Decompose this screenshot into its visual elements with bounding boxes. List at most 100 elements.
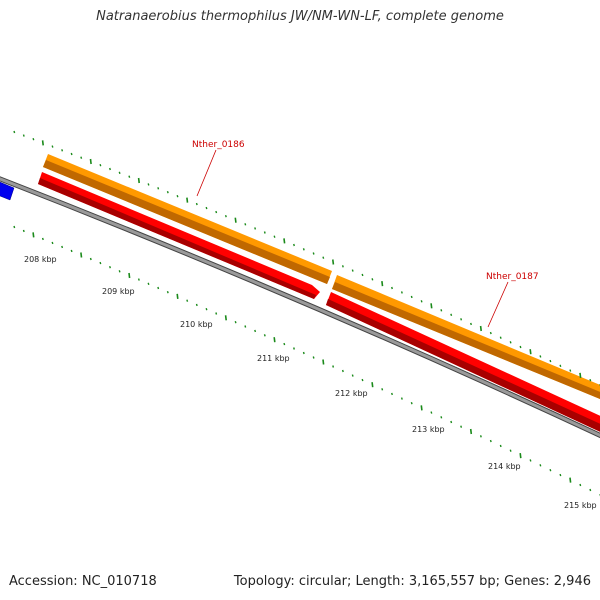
major-tick <box>41 140 44 146</box>
minor-tick <box>157 187 160 190</box>
major-tick <box>579 372 582 378</box>
cds-feature-nther-0187[interactable] <box>326 292 600 434</box>
major-tick <box>176 293 179 299</box>
minor-tick <box>410 401 413 405</box>
cds-feature-nther-0186[interactable] <box>38 172 320 299</box>
minor-tick <box>176 194 179 198</box>
gene-fragment-left[interactable] <box>0 180 15 201</box>
gene-label-nther-0187[interactable]: Nther_0187 <box>486 272 539 328</box>
minor-tick <box>569 369 572 372</box>
genome-summary: Topology: circular; Length: 3,165,557 bp… <box>233 574 591 589</box>
minor-tick <box>147 183 150 186</box>
minor-tick <box>371 278 374 281</box>
minor-tick <box>293 243 295 247</box>
minor-tick <box>302 248 305 251</box>
accession-info: Accession: NC_010718 <box>9 574 157 589</box>
minor-tick <box>99 261 102 265</box>
minor-tick <box>80 156 83 159</box>
minor-tick <box>341 265 344 268</box>
minor-tick <box>205 206 208 210</box>
minor-tick <box>312 356 315 359</box>
minor-tick <box>312 252 315 255</box>
ruler-label: 214 kbp <box>488 462 521 471</box>
minor-tick <box>489 331 492 335</box>
major-tick <box>529 349 532 355</box>
minor-tick <box>410 295 413 299</box>
minor-tick <box>109 265 111 269</box>
minor-tick <box>99 163 102 167</box>
minor-tick <box>22 229 25 233</box>
minor-tick <box>244 325 247 328</box>
major-tick <box>186 197 189 203</box>
minor-tick <box>559 473 562 477</box>
minor-tick <box>460 318 463 321</box>
gene-feature-nther-0187[interactable] <box>332 275 600 401</box>
svg-text:Nther_0187: Nther_0187 <box>486 272 539 282</box>
ruler-label: 212 kbp <box>335 389 368 398</box>
major-tick <box>371 382 374 388</box>
minor-tick <box>254 329 257 333</box>
ruler-label: 215 kbp <box>564 501 597 510</box>
minor-tick <box>137 278 140 281</box>
minor-tick <box>263 231 266 234</box>
minor-tick <box>509 341 512 344</box>
gene-feature-nther-0186[interactable] <box>43 154 332 284</box>
minor-tick <box>381 388 384 391</box>
minor-tick <box>499 336 502 339</box>
backbone <box>0 176 600 439</box>
minor-tick <box>128 175 131 178</box>
outer-tick-ring <box>13 130 600 387</box>
minor-tick <box>351 374 354 377</box>
minor-tick <box>391 286 393 290</box>
major-tick <box>224 315 227 321</box>
minor-tick <box>549 359 552 363</box>
minor-tick <box>400 397 403 400</box>
minor-tick <box>579 483 582 487</box>
minor-tick <box>244 223 247 226</box>
minor-tick <box>519 345 522 349</box>
minor-tick <box>430 411 433 414</box>
minor-tick <box>499 444 502 448</box>
minor-tick <box>70 152 73 156</box>
minor-tick <box>559 364 562 368</box>
major-tick <box>273 337 276 343</box>
minor-tick <box>157 286 160 290</box>
major-tick <box>332 259 335 265</box>
gene-label-nther-0186[interactable]: Nther_0186 <box>192 140 245 197</box>
major-tick <box>283 238 286 244</box>
minor-tick <box>440 309 443 312</box>
major-tick <box>569 477 572 483</box>
minor-tick <box>51 145 54 148</box>
major-tick <box>479 325 482 332</box>
minor-tick <box>205 307 208 311</box>
minor-tick <box>470 322 472 326</box>
minor-tick <box>215 210 218 214</box>
minor-tick <box>341 369 344 373</box>
major-tick <box>234 217 237 223</box>
minor-tick <box>109 167 111 171</box>
minor-tick <box>450 313 453 317</box>
minor-tick <box>283 342 286 346</box>
major-tick <box>80 252 83 258</box>
minor-tick <box>32 137 35 141</box>
major-tick <box>128 272 131 279</box>
minor-tick <box>13 130 16 134</box>
svg-text:Nther_0186: Nther_0186 <box>192 140 245 150</box>
minor-tick <box>13 225 16 229</box>
minor-tick <box>361 273 364 277</box>
minor-tick <box>118 270 121 273</box>
major-tick <box>420 405 423 411</box>
minor-tick <box>166 190 169 194</box>
minor-tick <box>460 425 463 428</box>
minor-tick <box>400 291 403 294</box>
minor-tick <box>195 303 198 307</box>
minor-tick <box>195 202 198 206</box>
minor-tick <box>147 282 150 286</box>
minor-tick <box>539 355 542 358</box>
minor-tick <box>351 269 354 272</box>
minor-tick <box>89 257 92 261</box>
minor-tick <box>166 290 169 294</box>
minor-tick <box>22 134 25 137</box>
minor-tick <box>293 347 295 350</box>
